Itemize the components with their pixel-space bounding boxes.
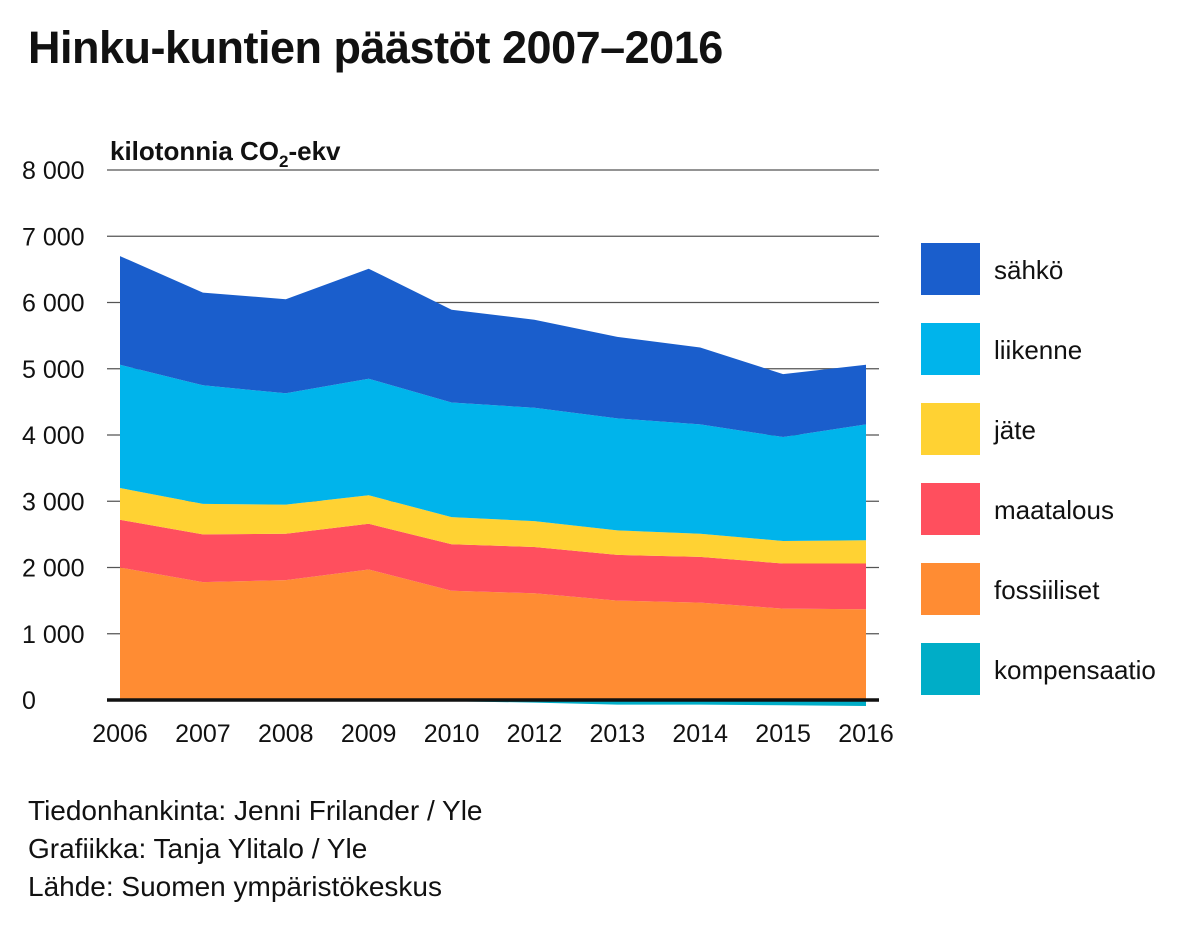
x-tick-label: 2010 — [424, 720, 480, 748]
y-axis-ticks: 0 1 000 2 000 3 000 4 000 5 000 6 000 7 000 8 00… — [22, 157, 85, 715]
data-areas — [120, 256, 866, 706]
y-tick-label: 1 000 — [22, 621, 85, 649]
x-tick-label: 2007 — [175, 720, 231, 748]
legend-label-kompensaatio: kompensaatio — [994, 655, 1156, 685]
legend-label-fossiiliset: fossiiliset — [994, 575, 1100, 605]
area-fossiiliset — [120, 567, 866, 700]
y-axis-label: kilotonnia CO2-ekv — [110, 136, 341, 171]
y-axis-label-main: kilotonnia CO — [110, 136, 279, 166]
legend-swatch-sahko — [921, 243, 980, 295]
x-tick-label: 2015 — [755, 720, 811, 748]
legend-swatch-jate — [921, 403, 980, 455]
legend-swatch-fossiiliset — [921, 563, 980, 615]
area-maatalous — [120, 519, 866, 610]
y-tick-label: 6 000 — [22, 290, 85, 318]
x-axis-ticks: 2006 2007 2008 2009 2010 2012 2013 2014 2015 2016 — [92, 720, 894, 748]
x-tick-label: 2014 — [672, 720, 728, 748]
legend-label-liikenne: liikenne — [994, 335, 1082, 365]
credit-source: Lähde: Suomen ympäristökeskus — [28, 871, 442, 902]
legend-swatch-liikenne — [921, 323, 980, 375]
y-tick-label: 0 — [22, 687, 36, 715]
credits: Tiedonhankinta: Jenni Frilander / Yle Gr… — [28, 792, 483, 906]
x-tick-label: 2006 — [92, 720, 148, 748]
legend-label-jate: jäte — [993, 415, 1036, 445]
x-tick-label: 2012 — [507, 720, 563, 748]
credit-graphics: Grafiikka: Tanja Ylitalo / Yle — [28, 833, 368, 864]
area-sahko — [120, 256, 866, 437]
y-tick-label: 3 000 — [22, 488, 85, 516]
legend: sähkö liikenne jäte maatalous fossiiliset kom… — [921, 243, 1156, 695]
chart-title: Hinku-kuntien päästöt 2007–2016 — [28, 22, 723, 73]
legend-swatch-kompensaatio — [921, 643, 980, 695]
x-tick-label: 2008 — [258, 720, 314, 748]
x-tick-label: 2009 — [341, 720, 397, 748]
area-liikenne — [120, 364, 866, 541]
y-tick-label: 2 000 — [22, 555, 85, 583]
area-jate — [120, 488, 866, 564]
legend-label-sahko: sähkö — [994, 255, 1063, 285]
y-tick-label: 4 000 — [22, 422, 85, 450]
y-axis-label-tail: -ekv — [288, 136, 341, 166]
legend-label-maatalous: maatalous — [994, 495, 1114, 525]
credit-data-collection: Tiedonhankinta: Jenni Frilander / Yle — [28, 795, 483, 826]
x-tick-label: 2016 — [838, 720, 894, 748]
y-tick-label: 7 000 — [22, 223, 85, 251]
y-tick-label: 8 000 — [22, 157, 85, 185]
legend-swatch-maatalous — [921, 483, 980, 535]
y-axis-label-subscript: 2 — [279, 152, 288, 171]
y-tick-label: 5 000 — [22, 356, 85, 384]
x-tick-label: 2013 — [590, 720, 646, 748]
